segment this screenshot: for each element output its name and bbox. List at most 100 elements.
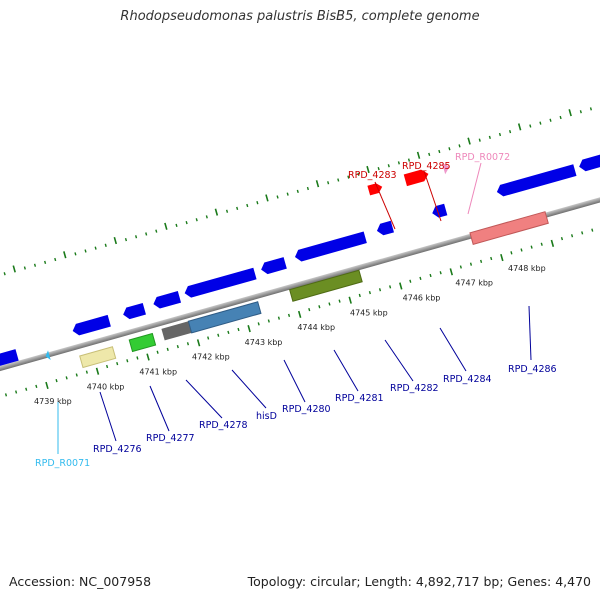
gene-arrow-upper[interactable] — [122, 302, 146, 321]
tick-mark — [286, 192, 289, 196]
gene-arrow-upper[interactable] — [0, 349, 19, 369]
genome-backbone — [0, 187, 600, 377]
gene-arrow-upper[interactable] — [495, 164, 577, 197]
tick-mark — [23, 266, 26, 270]
tick-label: 4747 kbp — [455, 279, 493, 288]
gene-arrow-upper[interactable] — [152, 291, 182, 310]
tick-mark — [25, 387, 28, 391]
tick-mark — [389, 285, 392, 289]
tick-mark — [12, 265, 16, 273]
tick-mark — [196, 339, 201, 347]
tick-label: 4739 kbp — [34, 397, 72, 406]
tick-mark — [377, 166, 380, 171]
tick-mark — [579, 110, 582, 114]
tick-label: 4745 kbp — [350, 308, 388, 317]
tick-mark — [155, 229, 158, 233]
tick-mark — [156, 350, 159, 354]
tick-mark — [85, 370, 88, 374]
tick-mark — [33, 263, 37, 267]
gene-label[interactable]: RPD_4281 — [335, 393, 384, 404]
tick-mark — [488, 135, 491, 139]
feature-block-green[interactable] — [128, 332, 157, 353]
tick-mark — [176, 344, 179, 349]
gene-label[interactable]: hisD — [256, 411, 277, 422]
gene-rpd-4283-feature[interactable] — [367, 182, 383, 196]
tick-mark — [409, 279, 412, 283]
tick-mark — [4, 393, 8, 397]
tick-mark — [459, 265, 462, 269]
gene-rpd-r0071-feature[interactable] — [44, 350, 51, 361]
gene-label[interactable]: RPD_4277 — [146, 433, 195, 444]
gene-label[interactable]: RPD_4280 — [282, 404, 331, 415]
tick-mark — [267, 319, 270, 323]
feature-block-salmon[interactable] — [469, 211, 549, 245]
tick-mark — [387, 164, 390, 168]
outer-tick-ring — [3, 104, 600, 276]
tick-mark — [520, 248, 523, 252]
accession-text: Accession: NC_007958 — [9, 574, 152, 589]
tick-mark — [277, 316, 281, 320]
tick-mark — [44, 260, 47, 264]
gene-label[interactable]: RPD_4282 — [390, 383, 439, 394]
tick-mark — [236, 206, 239, 211]
tick-mark — [328, 302, 331, 306]
tick-mark — [247, 325, 251, 333]
tick-mark — [225, 209, 229, 213]
tick-mark — [357, 172, 360, 176]
tick-mark — [217, 333, 220, 337]
gene-label[interactable]: RPD_R0072 — [455, 152, 510, 163]
tick-mark — [126, 359, 129, 363]
tick-mark — [428, 152, 431, 157]
feature-block-yellow[interactable] — [79, 346, 117, 369]
gene-arrow-upper[interactable] — [71, 314, 111, 337]
feature-block-olive[interactable] — [289, 269, 363, 302]
feature-block-steelblue[interactable] — [187, 301, 262, 334]
gene-label[interactable]: RPD_4284 — [443, 374, 492, 385]
tick-labels: 4739 kbp 4740 kbp 4741 kbp 4742 kbp 4743 kbp… — [34, 264, 546, 406]
tick-mark — [439, 271, 442, 275]
tick-mark — [297, 310, 302, 318]
tick-mark — [124, 237, 128, 242]
gene-label[interactable]: RPD_4278 — [199, 420, 248, 431]
tick-mark — [256, 201, 259, 205]
tick-mark — [591, 228, 594, 232]
tick-mark — [265, 194, 269, 202]
gene-rpd-r0072-feature[interactable] — [441, 161, 451, 175]
gene-label[interactable]: RPD_4286 — [508, 364, 557, 375]
gene-arrow-upper[interactable] — [375, 220, 394, 237]
tick-mark — [134, 235, 138, 239]
gene-label[interactable]: RPD_4283 — [348, 170, 397, 181]
tick-mark — [63, 251, 67, 259]
tick-label: 4741 kbp — [139, 368, 177, 377]
gene-arrow-upper[interactable] — [293, 231, 367, 263]
tick-mark — [84, 249, 87, 253]
tick-mark — [530, 245, 533, 249]
gene-label[interactable]: RPD_R0071 — [35, 458, 90, 469]
tick-mark — [327, 181, 330, 185]
tick-mark — [448, 147, 451, 151]
gene-arrow-upper[interactable] — [183, 267, 257, 299]
tick-mark — [337, 178, 340, 182]
gene-labels: RPD_4283RPD_4285RPD_R0072RPD_R0071RPD_42… — [35, 152, 557, 469]
tick-mark — [366, 165, 370, 174]
tick-mark — [166, 347, 169, 352]
gene-label-leaders — [57, 162, 532, 454]
gene-arrow-upper[interactable] — [431, 203, 448, 219]
gene-arrow-upper[interactable] — [260, 257, 287, 275]
gene-rpd-4285-feature[interactable] — [403, 168, 430, 187]
tick-label: 4742 kbp — [192, 353, 230, 362]
feature-block-gray[interactable] — [161, 321, 192, 341]
tick-mark — [185, 220, 188, 225]
tick-mark — [347, 175, 350, 179]
tick-mark — [508, 130, 512, 134]
gene-label[interactable]: RPD_4285 — [402, 161, 451, 172]
tick-mark — [45, 381, 49, 390]
tick-mark — [570, 234, 574, 238]
tick-mark — [429, 273, 432, 278]
tick-mark — [15, 390, 18, 394]
tick-mark — [549, 118, 552, 122]
gene-arrow-upper[interactable] — [578, 148, 600, 173]
genome-summary-text: Topology: circular; Length: 4,892,717 bp… — [247, 574, 591, 589]
gene-label[interactable]: RPD_4276 — [93, 444, 142, 455]
